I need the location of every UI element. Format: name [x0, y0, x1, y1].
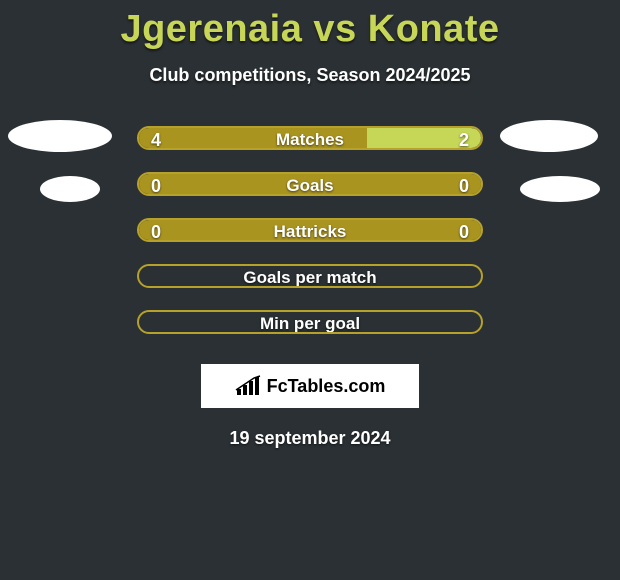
placeholder-oval [40, 176, 100, 202]
stat-label: Goals per match [139, 266, 481, 288]
bar-track: Min per goal [137, 310, 483, 334]
stat-value-right: 0 [459, 174, 469, 196]
stat-row: Goals per match [137, 264, 483, 288]
stat-label: Min per goal [139, 312, 481, 334]
comparison-card: Jgerenaia vs Konate Club competitions, S… [0, 0, 620, 449]
stat-row: 00Goals [137, 172, 483, 196]
logo-box: FcTables.com [201, 364, 419, 408]
bar-track: 00Hattricks [137, 218, 483, 242]
bar-track: 42Matches [137, 126, 483, 150]
stat-value-left: 0 [151, 220, 161, 242]
page-title: Jgerenaia vs Konate [120, 8, 499, 51]
placeholder-oval [500, 120, 598, 152]
bar-chart-icon [235, 375, 261, 397]
stat-row: Min per goal [137, 310, 483, 334]
placeholder-oval [8, 120, 112, 152]
placeholder-oval [520, 176, 600, 202]
stat-value-right: 2 [459, 128, 469, 150]
stat-value-right: 0 [459, 220, 469, 242]
bar-track: Goals per match [137, 264, 483, 288]
stat-value-left: 0 [151, 174, 161, 196]
date-label: 19 september 2024 [229, 428, 390, 449]
bar-fill-left [139, 128, 367, 148]
bar-track: 00Goals [137, 172, 483, 196]
stat-row: 00Hattricks [137, 218, 483, 242]
stat-rows: 42Matches00Goals00HattricksGoals per mat… [137, 126, 483, 334]
bar-fill-left [139, 174, 481, 194]
stat-row: 42Matches [137, 126, 483, 150]
bar-fill-left [139, 220, 481, 240]
stat-value-left: 4 [151, 128, 161, 150]
logo-text: FcTables.com [267, 376, 386, 397]
page-subtitle: Club competitions, Season 2024/2025 [149, 65, 470, 86]
